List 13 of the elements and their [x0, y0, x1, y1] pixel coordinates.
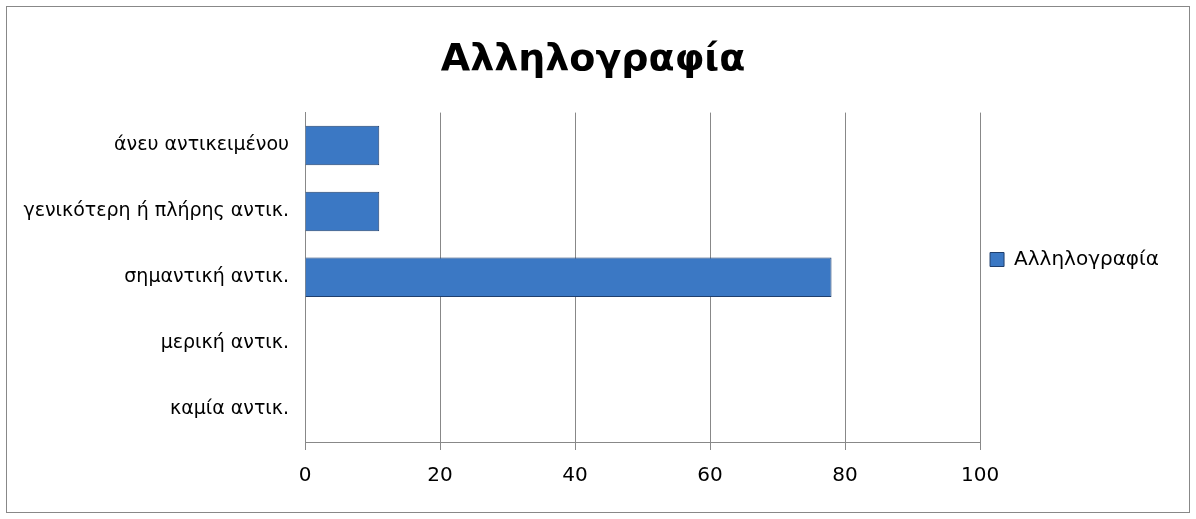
- legend-label: Αλληλογραφία: [1014, 245, 1160, 270]
- y-tick-label: μερική αντικ.: [160, 330, 289, 353]
- x-tick-label: 0: [298, 462, 312, 487]
- y-tick-label: σημαντική αντικ.: [124, 264, 289, 287]
- y-tick-label: γενικότερη ή πλήρης αντικ.: [23, 198, 289, 221]
- y-tick-label: άνευ αντικειμένου: [114, 132, 289, 155]
- y-tick-label: καμία αντικ.: [169, 396, 289, 418]
- x-tick-label: 100: [960, 462, 1000, 487]
- chart-title: Αλληλογραφία: [440, 34, 746, 79]
- x-tick-label: 20: [427, 462, 453, 487]
- x-tick-label: 40: [562, 462, 588, 487]
- x-tick-label: 60: [697, 462, 723, 487]
- x-tick-label: 80: [832, 462, 858, 487]
